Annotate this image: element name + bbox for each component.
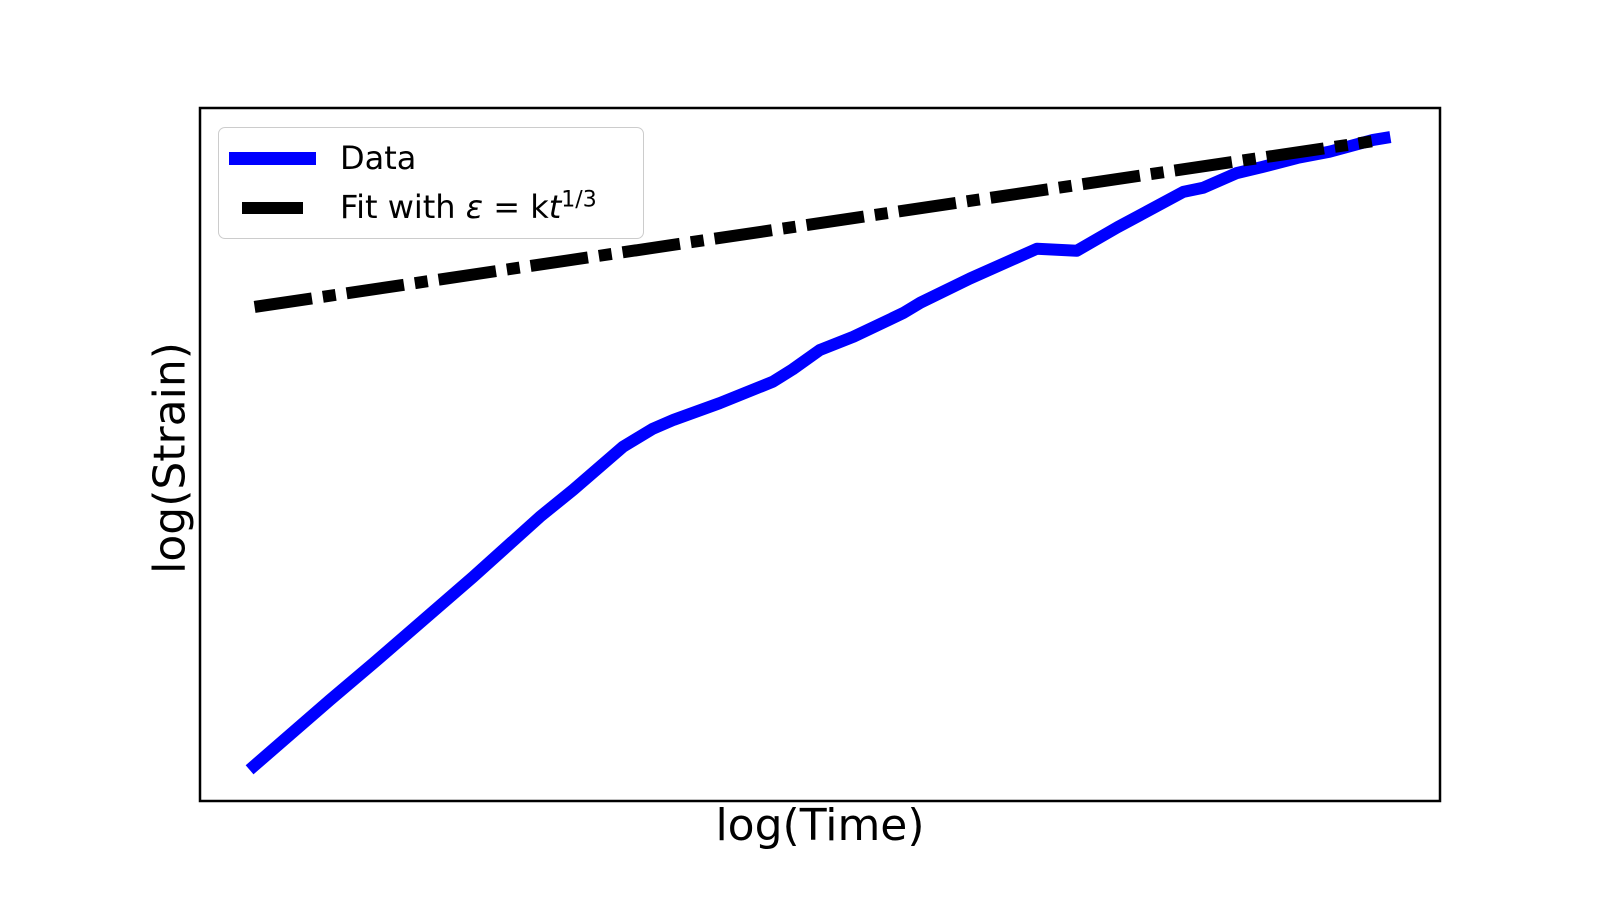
legend-swatch-data (229, 152, 316, 165)
legend-swatch-fit (229, 201, 316, 214)
x-axis-label: log(Time) (715, 800, 925, 851)
fit-label-mid: = k (483, 187, 549, 226)
legend-item-fit: Fit with ε = kt1/3 (229, 187, 633, 226)
y-axis-label: log(Strain) (144, 342, 196, 574)
legend-item-data: Data (229, 138, 633, 177)
fit-label-t: t (548, 187, 562, 226)
fit-label-prefix: Fit with (340, 187, 466, 226)
fit-line (253, 135, 1373, 313)
fit-label-epsilon: ε (465, 187, 484, 226)
solid-line-swatch-icon (229, 152, 316, 165)
dash-line-swatch-icon (242, 201, 303, 214)
fit-label-exponent: 1/3 (561, 187, 597, 213)
legend-label-fit: Fit with ε = kt1/3 (340, 187, 597, 226)
data-series-line (245, 131, 1392, 775)
legend-label-data: Data (340, 138, 417, 177)
legend: Data Fit with ε = kt1/3 (218, 127, 644, 239)
